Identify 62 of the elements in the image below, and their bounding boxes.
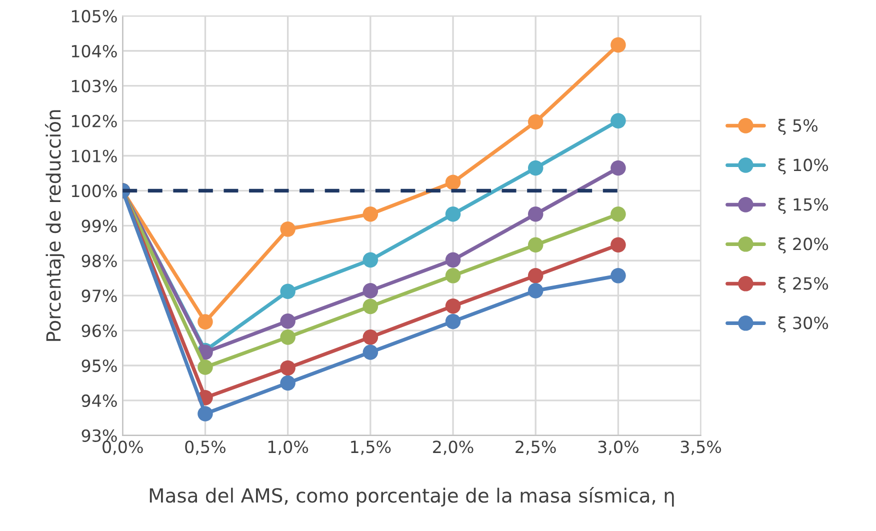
x-tick-label: 0,0% (102, 440, 143, 455)
point (610, 160, 626, 176)
x-tick-label: 2,0% (433, 440, 474, 455)
point (445, 174, 461, 190)
point (528, 268, 544, 284)
point (610, 113, 626, 128)
legend-label: ξ 10% (778, 158, 828, 175)
y-tick-label: 103% (72, 80, 117, 92)
legend-label: ξ 15% (778, 198, 828, 214)
point (610, 206, 626, 222)
y-tick-label: 100% (72, 184, 117, 198)
point (198, 360, 213, 375)
point (445, 268, 461, 284)
point (198, 314, 213, 330)
point (280, 313, 296, 329)
point (528, 206, 544, 222)
y-tick-label: 104% (72, 44, 117, 58)
x-tick-label: 3,5% (680, 440, 722, 455)
y-tick-label: 105% (72, 10, 117, 22)
point (280, 360, 296, 376)
y-tick-label: 93% (82, 429, 117, 442)
x-tick-label: 1,5% (351, 440, 391, 455)
point (610, 237, 626, 253)
point (362, 344, 378, 360)
point (528, 160, 544, 176)
y-tick-label: 98% (82, 254, 117, 268)
point (280, 375, 296, 391)
point (362, 252, 378, 268)
point (445, 252, 461, 268)
y-tick-label: 102% (72, 114, 117, 128)
point (528, 114, 544, 130)
point (362, 330, 378, 345)
point (445, 206, 461, 222)
point (280, 222, 296, 237)
y-tick-label: 101% (72, 150, 117, 162)
point (610, 268, 626, 284)
x-tick-label: 1,0% (268, 440, 308, 455)
point (528, 237, 544, 253)
x-tick-label: 0,5% (185, 440, 226, 455)
point (362, 298, 378, 314)
point (362, 283, 378, 298)
legend-label: ξ 5% (778, 118, 818, 136)
legend-label: ξ 30% (778, 316, 828, 332)
point (528, 283, 544, 298)
y-axis-title: Porcentaje de reducción (44, 110, 65, 341)
point (610, 37, 626, 53)
x-tick-label: 3,0% (598, 440, 638, 455)
x-tick-label: 2,5% (516, 440, 556, 455)
point (445, 298, 461, 314)
point (280, 284, 296, 300)
y-tick-label: 94% (82, 394, 117, 408)
x-axis-title: Masa del AMS, como porcentaje de la masa sísmica, η (150, 486, 674, 507)
legend-label: ξ 25% (778, 276, 828, 294)
legend-label: ξ 20% (778, 237, 828, 254)
y-tick-label: 97% (82, 290, 117, 302)
y-tick-label: 96% (82, 324, 117, 338)
y-tick-label: 95% (82, 359, 117, 372)
point (445, 314, 461, 330)
y-tick-label: 99% (82, 220, 117, 232)
point (198, 406, 213, 422)
point (362, 206, 378, 222)
point (280, 330, 296, 345)
